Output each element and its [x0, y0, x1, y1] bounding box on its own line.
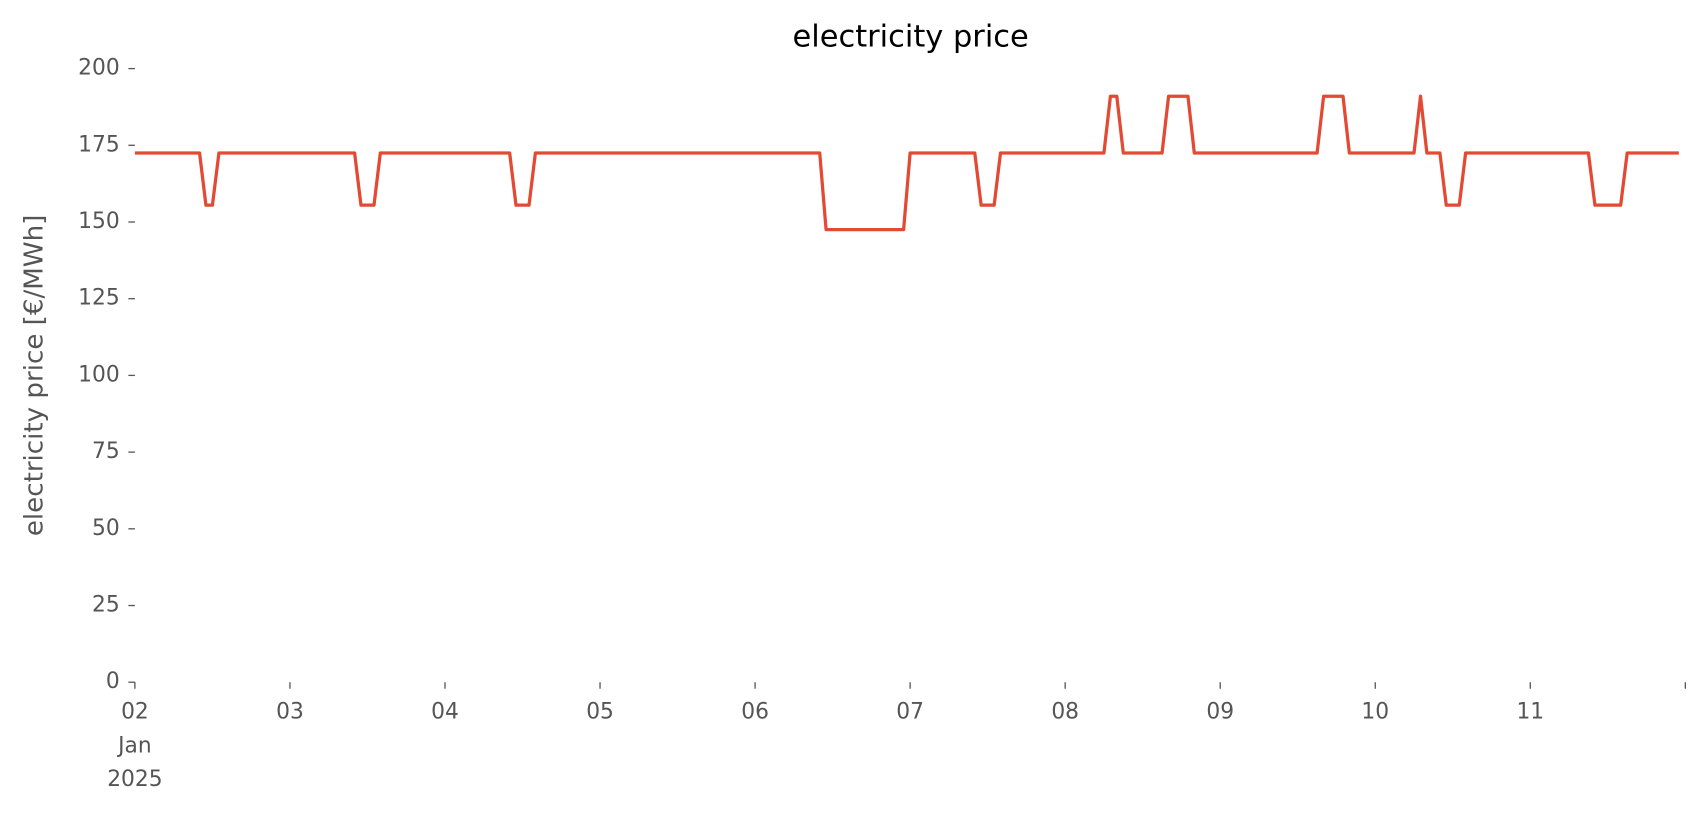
y-tick-label: 50 [92, 516, 120, 541]
chart-title: electricity price [793, 20, 1029, 55]
y-tick-label: 125 [78, 286, 120, 311]
y-tick-label: 100 [78, 362, 120, 387]
y-tick-label: 0 [106, 669, 120, 694]
x-tick-label: 04 [431, 700, 459, 725]
y-tick-label: 175 [78, 132, 120, 157]
x-tick-label: 07 [896, 700, 924, 725]
x-tick-label: 02 Jan 2025 [107, 700, 162, 792]
y-tick-label: 150 [78, 209, 120, 234]
y-tick-label: 75 [92, 439, 120, 464]
x-tick-label: 05 [586, 700, 614, 725]
x-tick-label: 08 [1051, 700, 1079, 725]
y-axis-label: electricity price [€/MWh] [19, 215, 49, 537]
x-tick-label: 11 [1516, 700, 1544, 725]
line-series [134, 94, 1679, 232]
x-tick-label: 03 [276, 700, 304, 725]
x-tick-label: 06 [741, 700, 769, 725]
x-tick-label: 09 [1206, 700, 1234, 725]
y-tick-label: 25 [92, 593, 120, 618]
y-tick-label: 200 [78, 56, 120, 81]
x-tick-label: 10 [1361, 700, 1389, 725]
